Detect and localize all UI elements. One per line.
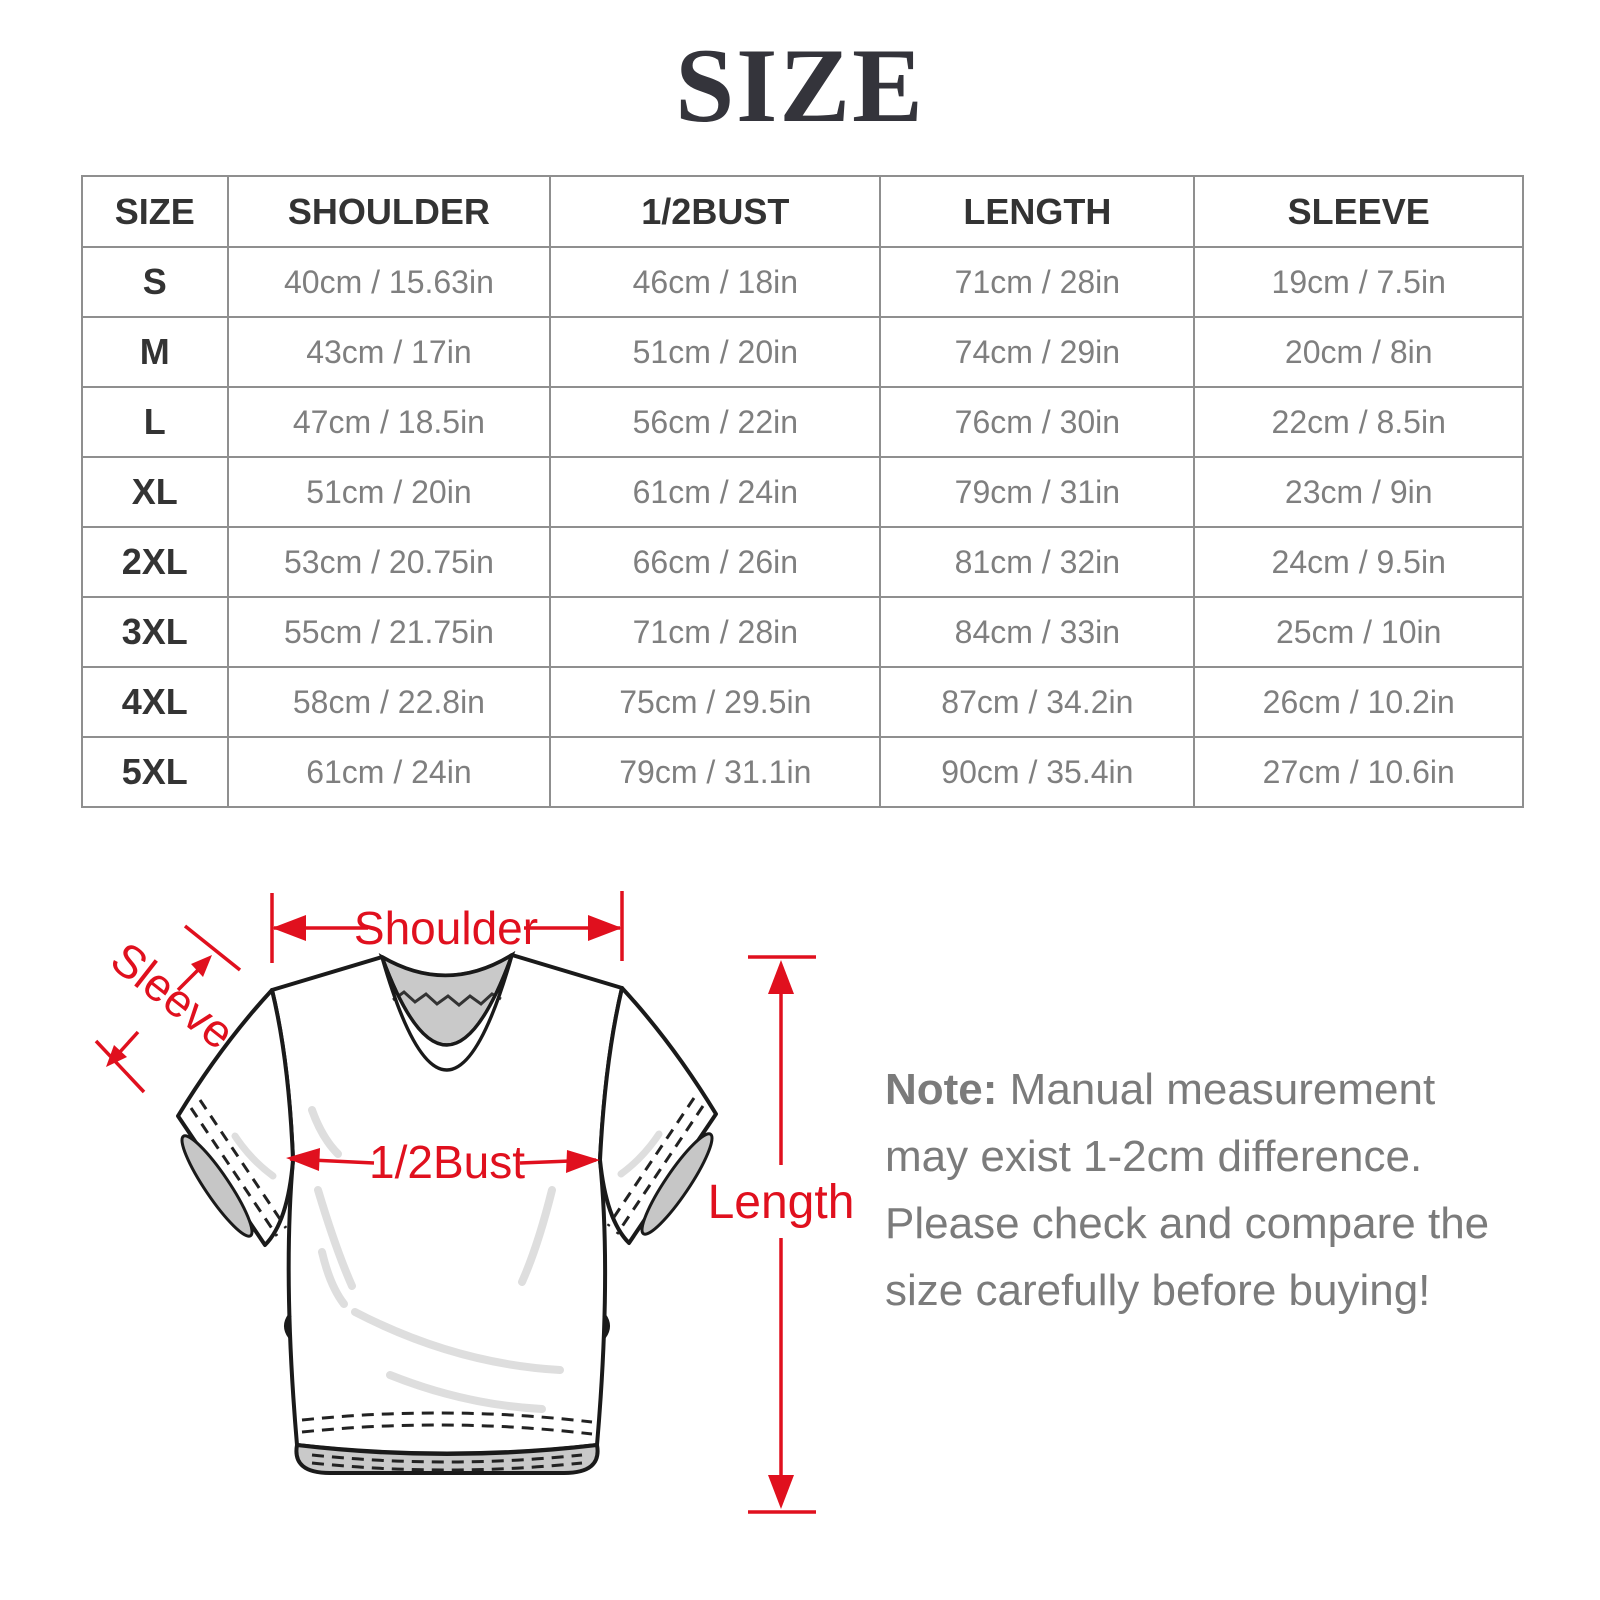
size-label: 3XL: [81, 596, 229, 668]
note-label: Note:: [885, 1065, 998, 1114]
table-row: 5XL 61cm / 24in 79cm / 31.1in 90cm / 35.…: [81, 736, 1524, 808]
shoulder-cell: 51cm / 20in: [226, 456, 552, 528]
sleeve-cell: 22cm / 8.5in: [1193, 386, 1524, 458]
length-label: Length: [708, 1176, 855, 1229]
size-label: L: [81, 386, 229, 458]
shoulder-dimension-arrow: [270, 891, 624, 963]
bust-label: 1/2Bust: [369, 1136, 525, 1188]
left-sleeve-opening: [180, 1134, 254, 1238]
length-cell: 81cm / 32in: [879, 526, 1196, 598]
length-cell: 87cm / 34.2in: [879, 666, 1196, 738]
col-header-length: LENGTH: [879, 175, 1196, 248]
sleeve-cell: 19cm / 7.5in: [1193, 246, 1524, 318]
collar-zigzag-stitch: [392, 990, 502, 1007]
size-label: 5XL: [81, 736, 229, 808]
table-row: M 43cm / 17in 51cm / 20in 74cm / 29in 20…: [81, 316, 1524, 388]
size-label: 4XL: [81, 666, 229, 738]
page-title: SIZE: [675, 27, 925, 144]
table-row: 3XL 55cm / 21.75in 71cm / 28in 84cm / 33…: [81, 596, 1524, 668]
table-row: S 40cm / 15.63in 46cm / 18in 71cm / 28in…: [81, 246, 1524, 318]
table-row: 2XL 53cm / 20.75in 66cm / 26in 81cm / 32…: [81, 526, 1524, 598]
length-cell: 90cm / 35.4in: [879, 736, 1196, 808]
note-body: Manual measurement may exist 1-2cm diffe…: [885, 1065, 1490, 1315]
bust-cell: 51cm / 20in: [549, 316, 882, 388]
shoulder-label: Shoulder: [354, 902, 538, 954]
waist-notch-right: [602, 1313, 610, 1339]
sleeve-dimension-arrow: [94, 924, 242, 1094]
col-header-bust: 1/2BUST: [549, 175, 882, 248]
table-row: XL 51cm / 20in 61cm / 24in 79cm / 31in 2…: [81, 456, 1524, 528]
right-sleeve-opening: [640, 1132, 714, 1236]
col-header-sleeve: SLEEVE: [1193, 175, 1524, 248]
tshirt-right-sleeve: [598, 986, 718, 1245]
length-cell: 74cm / 29in: [879, 316, 1196, 388]
length-dimension-arrow: [748, 955, 816, 1514]
bust-cell: 56cm / 22in: [549, 386, 882, 458]
bottom-hem-stitches: [301, 1411, 593, 1436]
col-header-size: SIZE: [81, 175, 229, 248]
sleeve-cell: 25cm / 10in: [1193, 596, 1524, 668]
length-cell: 71cm / 28in: [879, 246, 1196, 318]
length-cell: 84cm / 33in: [879, 596, 1196, 668]
right-sleeve-stitches: [606, 1097, 705, 1235]
table-row: L 47cm / 18.5in 56cm / 22in 76cm / 30in …: [81, 386, 1524, 458]
bust-cell: 61cm / 24in: [549, 456, 882, 528]
shoulder-cell: 55cm / 21.75in: [226, 596, 552, 668]
bottom-hem-fold: [294, 1442, 600, 1475]
table-row: 4XL 58cm / 22.8in 75cm / 29.5in 87cm / 3…: [81, 666, 1524, 738]
waist-notch-left: [284, 1313, 292, 1339]
collar-band: [380, 954, 514, 1072]
shoulder-cell: 43cm / 17in: [226, 316, 552, 388]
col-header-shoulder: SHOULDER: [226, 175, 552, 248]
bust-cell: 79cm / 31.1in: [549, 736, 882, 808]
length-cell: 79cm / 31in: [879, 456, 1196, 528]
bust-cell: 71cm / 28in: [549, 596, 882, 668]
size-label: XL: [81, 456, 229, 528]
sleeve-cell: 27cm / 10.6in: [1193, 736, 1524, 808]
sleeve-cell: 26cm / 10.2in: [1193, 666, 1524, 738]
sleeve-cell: 24cm / 9.5in: [1193, 526, 1524, 598]
tshirt-illustration: [176, 950, 718, 1475]
bust-cell: 75cm / 29.5in: [549, 666, 882, 738]
bust-cell: 46cm / 18in: [549, 246, 882, 318]
shoulder-cell: 40cm / 15.63in: [226, 246, 552, 318]
size-label: S: [81, 246, 229, 318]
size-label: M: [81, 316, 229, 388]
shoulder-cell: 47cm / 18.5in: [226, 386, 552, 458]
tshirt-left-sleeve: [176, 988, 295, 1247]
bust-cell: 66cm / 26in: [549, 526, 882, 598]
left-sleeve-wrinkle: [231, 1132, 277, 1180]
left-sleeve-stitches: [189, 1099, 288, 1237]
shoulder-cell: 58cm / 22.8in: [226, 666, 552, 738]
tshirt-measurement-diagram: Shoulder Sleeve 1/2Bust Leng: [94, 891, 855, 1514]
wrinkle-lines: [308, 1106, 564, 1413]
size-label: 2XL: [81, 526, 229, 598]
sleeve-cell: 23cm / 9in: [1193, 456, 1524, 528]
note-text: Note: Manual measurement may exist 1-2cm…: [885, 1056, 1510, 1324]
sleeve-label: Sleeve: [101, 932, 244, 1060]
shoulder-cell: 53cm / 20.75in: [226, 526, 552, 598]
sleeve-cell: 20cm / 8in: [1193, 316, 1524, 388]
bust-dimension-arrow: [286, 1148, 600, 1173]
shoulder-cell: 61cm / 24in: [226, 736, 552, 808]
right-sleeve-wrinkle: [617, 1130, 663, 1178]
size-table: SIZE SHOULDER 1/2BUST LENGTH SLEEVE S 40…: [81, 175, 1524, 808]
length-cell: 76cm / 30in: [879, 386, 1196, 458]
table-header-row: SIZE SHOULDER 1/2BUST LENGTH SLEEVE: [81, 175, 1524, 248]
